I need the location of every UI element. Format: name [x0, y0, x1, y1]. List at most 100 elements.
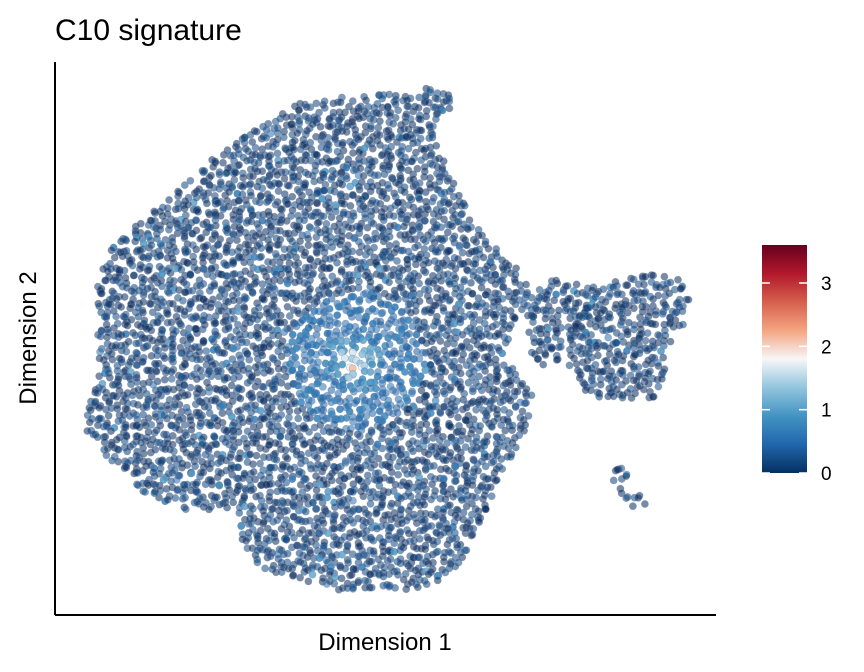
scatter-point: [511, 443, 520, 452]
scatter-point: [292, 344, 301, 353]
scatter-point: [445, 246, 454, 255]
scatter-point: [199, 258, 207, 267]
scatter-point: [242, 536, 250, 545]
scatter-point: [374, 171, 382, 180]
scatter-point: [209, 162, 218, 171]
scatter-point: [360, 318, 369, 327]
scatter-point: [414, 211, 423, 219]
scatter-point: [411, 260, 420, 269]
scatter-point: [435, 330, 443, 339]
scatter-point: [107, 427, 115, 435]
scatter-point: [650, 343, 658, 352]
scatter-point: [440, 215, 448, 224]
scatter-point: [281, 168, 290, 177]
scatter-point: [363, 223, 372, 232]
scatter-point: [348, 97, 357, 105]
scatter-point: [364, 510, 373, 519]
scatter-point: [366, 277, 375, 286]
scatter-point: [248, 288, 257, 296]
scatter-point: [262, 198, 271, 206]
scatter-point: [356, 465, 365, 474]
scatter-point: [379, 216, 388, 225]
scatter-point: [181, 505, 190, 514]
scatter-point: [174, 392, 183, 401]
scatter-point: [255, 198, 264, 207]
scatter-point: [533, 355, 542, 363]
scatter-point: [235, 243, 244, 252]
scatter-point: [266, 552, 275, 561]
scatter-point: [246, 318, 255, 327]
scatter-point: [311, 464, 320, 473]
scatter-point: [326, 255, 334, 263]
scatter-point: [192, 193, 201, 202]
scatter-point: [304, 204, 313, 213]
scatter-point: [147, 241, 156, 250]
scatter-point: [492, 249, 500, 258]
scatter-point: [242, 338, 251, 347]
scatter-point: [341, 564, 350, 573]
scatter-point: [284, 564, 293, 573]
scatter-point: [283, 549, 292, 558]
scatter-point: [309, 261, 318, 270]
scatter-point: [293, 129, 302, 137]
scatter-point: [180, 234, 189, 243]
scatter-point: [302, 414, 311, 423]
scatter-point: [618, 393, 627, 402]
scatter-point: [385, 278, 393, 287]
scatter-point: [289, 145, 298, 154]
scatter-point: [338, 360, 347, 369]
scatter-point: [222, 272, 231, 280]
scatter-point: [396, 432, 405, 441]
scatter-point: [417, 126, 426, 135]
scatter-point: [478, 231, 486, 240]
scatter-point: [184, 439, 193, 448]
scatter-point: [573, 289, 582, 298]
scatter-point: [160, 375, 169, 384]
scatter-point: [218, 409, 227, 418]
scatter-point: [240, 295, 249, 304]
scatter-point: [413, 486, 422, 495]
scatter-point: [431, 115, 440, 123]
scatter-point: [285, 407, 294, 415]
scatter-point: [261, 564, 269, 573]
scatter-point: [229, 498, 238, 507]
scatter-point: [319, 519, 328, 528]
scatter-point: [409, 107, 418, 116]
scatter-point: [290, 136, 299, 145]
scatter-point: [103, 333, 111, 342]
scatter-point: [183, 258, 191, 267]
scatter-point: [309, 212, 318, 220]
scatter-point: [484, 244, 493, 253]
scatter-point: [475, 426, 484, 435]
scatter-point: [215, 252, 223, 261]
scatter-point: [242, 443, 251, 452]
scatter-point: [527, 391, 536, 400]
scatter-point: [217, 469, 226, 477]
scatter-point: [492, 374, 501, 383]
scatter-point: [283, 506, 291, 515]
scatter-point: [433, 247, 442, 256]
scatter-point: [264, 366, 273, 375]
scatter-point: [618, 356, 627, 365]
y-axis-label: Dimension 2: [15, 271, 42, 404]
scatter-point: [421, 545, 430, 554]
scatter-point: [386, 502, 395, 510]
scatter-point: [462, 546, 471, 555]
scatter-point: [236, 394, 245, 403]
scatter-point: [409, 203, 418, 212]
scatter-point: [199, 168, 208, 177]
scatter-point: [210, 433, 219, 442]
scatter-point: [320, 104, 329, 112]
scatter-point: [382, 194, 391, 203]
scatter-point: [462, 265, 471, 274]
scatter-point: [609, 476, 618, 485]
scatter-point: [421, 268, 430, 277]
scatter-point: [163, 495, 172, 504]
scatter-point: [192, 488, 201, 496]
scatter-point: [426, 462, 435, 471]
scatter-point: [128, 261, 137, 270]
scatter-point: [220, 290, 229, 298]
scatter-point: [522, 385, 531, 393]
scatter-point: [643, 329, 652, 337]
scatter-point: [327, 428, 336, 436]
